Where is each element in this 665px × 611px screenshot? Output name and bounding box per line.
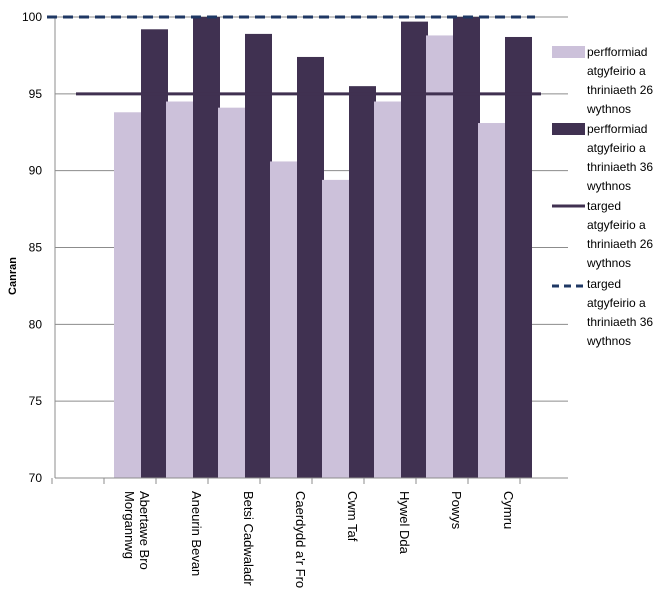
bar-series2	[401, 21, 428, 479]
bar-series1	[374, 101, 401, 479]
x-category-label: Hywel Dda	[397, 491, 412, 555]
x-category-label-line: Cwm Taf	[345, 491, 360, 542]
y-tick-label: 100	[22, 10, 42, 24]
y-tick-label: 70	[29, 471, 43, 485]
bar-series1	[478, 123, 505, 478]
bar-series1	[322, 179, 349, 479]
bar-series2	[245, 33, 272, 479]
bar-series1	[114, 112, 141, 479]
bar-series2	[453, 17, 480, 478]
bar-series1	[270, 161, 297, 479]
bar-series1	[426, 35, 453, 478]
x-category-label-line: Abertawe Bro	[137, 491, 152, 570]
target-lines	[47, 15, 541, 96]
x-category-label-line: Hywel Dda	[397, 491, 412, 555]
legend-label-line: atgyfeirio a	[587, 141, 646, 155]
legend-label-line: perfformiad	[587, 45, 647, 59]
legend-label-line: thriniaeth 26	[587, 83, 653, 97]
legend-label-line: thriniaeth 36	[587, 160, 653, 174]
x-category-label-line: Aneurin Bevan	[189, 491, 204, 576]
y-tick-label: 80	[29, 317, 43, 331]
y-tick-label: 90	[29, 164, 43, 178]
x-category-label: Cymru	[501, 491, 516, 529]
x-category-label-line: Caerdydd a'r Fro	[293, 491, 308, 588]
bar-series2	[141, 29, 168, 478]
bar-series2	[505, 36, 532, 479]
x-category-label-line: Cymru	[501, 491, 516, 529]
legend-label-line: wythnos	[586, 334, 631, 348]
bar-series1	[166, 101, 193, 479]
legend-label-line: atgyfeirio a	[587, 218, 646, 232]
legend-label-line: wythnos	[586, 102, 631, 116]
x-category-label: Aneurin Bevan	[189, 491, 204, 576]
bar-series1	[218, 107, 245, 478]
legend-label-line: targed	[587, 199, 621, 213]
x-category-label-line: Powys	[449, 491, 464, 530]
legend-swatch	[552, 46, 585, 58]
x-category-label: Caerdydd a'r Fro	[293, 491, 308, 588]
legend-label-line: wythnos	[586, 179, 631, 193]
legend-label-line: targed	[587, 277, 621, 291]
y-tick-labels: 70 75 80 85 90 95 100	[22, 10, 42, 485]
y-tick-label: 75	[29, 394, 43, 408]
y-tick-label: 95	[29, 87, 43, 101]
legend-label-line: wythnos	[586, 256, 631, 270]
bars	[114, 17, 532, 479]
legend-label-line: atgyfeirio a	[587, 296, 646, 310]
bar-series2	[349, 86, 376, 479]
x-category-label: Powys	[449, 491, 464, 530]
legend-label-line: perfformiad	[587, 122, 647, 136]
y-axis-title: Canran	[7, 257, 19, 295]
x-category-label: Betsi Cadwaladr	[241, 491, 256, 586]
legend-label-line: thriniaeth 36	[587, 315, 653, 329]
legend-label-line: atgyfeirio a	[587, 64, 646, 78]
legend: perfformiad atgyfeirio a thriniaeth 26 wyth…	[552, 45, 653, 348]
x-category-label-line: Betsi Cadwaladr	[241, 491, 256, 586]
legend-label-line: thriniaeth 26	[587, 237, 653, 251]
bar-series2	[297, 56, 324, 478]
legend-swatch	[552, 123, 585, 135]
x-category-label-line: Morgannwg	[122, 491, 137, 559]
x-category-label: Cwm Taf	[345, 491, 360, 542]
bar-series2	[193, 17, 220, 478]
axes	[51, 17, 568, 484]
y-tick-label: 85	[29, 241, 43, 255]
